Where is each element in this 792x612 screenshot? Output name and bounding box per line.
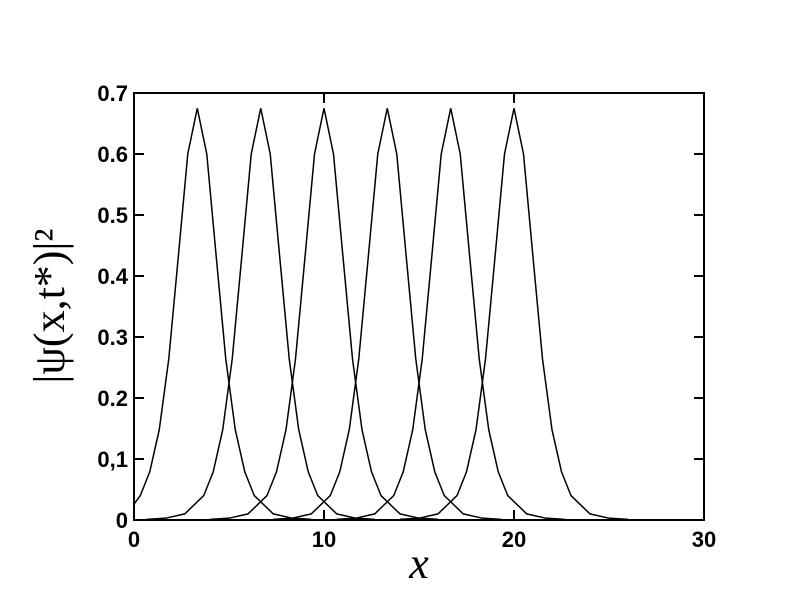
x-tick-label: 30 [692,527,716,552]
y-tick-label: 0.6 [97,142,128,167]
y-axis-label: |ψ(x,t*)|² [25,229,74,384]
y-tick-label: 0.4 [97,264,128,289]
data-line [146,108,375,521]
y-tick-label: 0.7 [97,81,128,106]
y-tick-label: 0,1 [97,447,128,472]
x-axis-label: x [408,539,429,588]
y-tick-label: 0.3 [97,325,128,350]
data-line [336,108,565,521]
x-tick-label: 20 [502,527,526,552]
x-tick-label: 0 [128,527,140,552]
data-line [209,108,439,521]
plot-frame [133,92,705,521]
data-line [273,108,502,521]
y-tick-label: 0.5 [97,203,128,228]
x-tick-label: 10 [312,527,336,552]
y-tick-label: 0 [116,508,128,533]
data-line [399,108,629,521]
y-tick-label: 0.2 [97,386,128,411]
